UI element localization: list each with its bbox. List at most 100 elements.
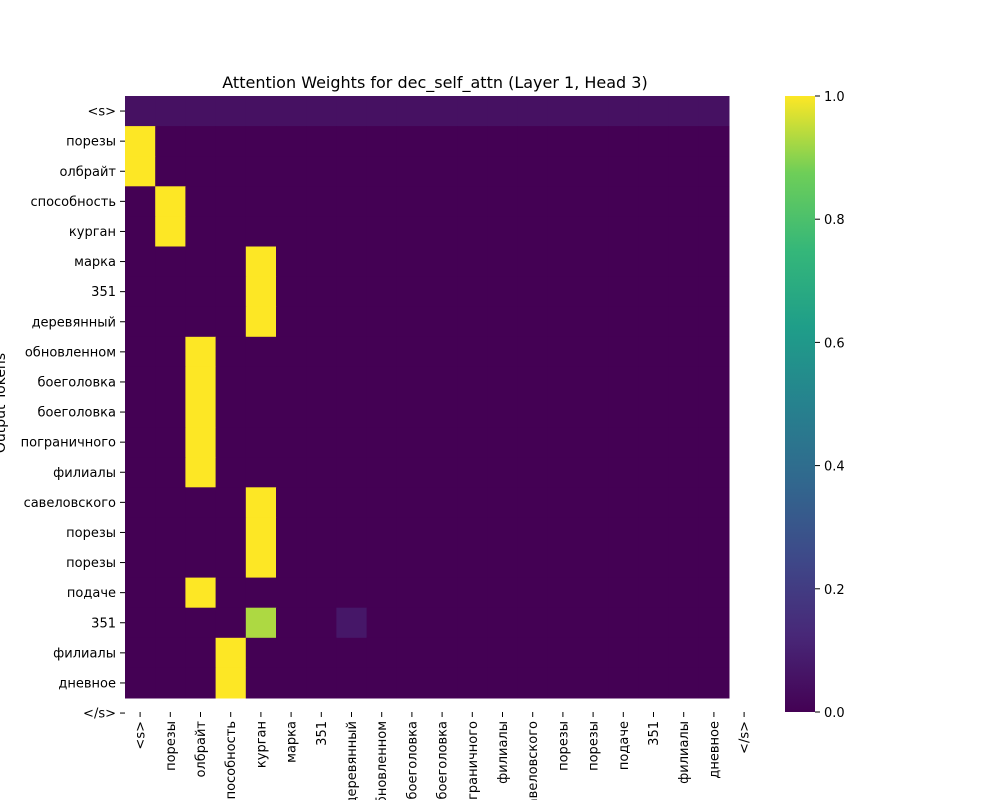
heatmap-cell <box>215 246 247 278</box>
heatmap-cell <box>547 336 579 368</box>
heatmap-cell <box>336 487 368 518</box>
colorbar-tick-label: 0.4 <box>824 460 845 475</box>
heatmap-cell <box>155 186 186 217</box>
heatmap-cell <box>547 216 579 247</box>
heatmap-cell <box>668 637 700 669</box>
heatmap-cell <box>276 306 307 338</box>
heatmap-cell <box>366 156 398 187</box>
heatmap-cell <box>185 186 217 217</box>
heatmap-cell <box>336 397 368 428</box>
heatmap-cell <box>155 96 186 127</box>
x-tick-label: курган <box>254 721 269 768</box>
heatmap-cell <box>668 607 700 639</box>
heatmap-cell <box>306 427 337 458</box>
heatmap-cell <box>668 427 700 458</box>
heatmap-cell <box>125 487 156 518</box>
heatmap-cell <box>276 366 307 398</box>
heatmap-cell <box>125 276 156 308</box>
heatmap-cell <box>698 427 730 458</box>
x-tick-label: дневное <box>707 721 722 779</box>
heatmap-cell <box>547 517 579 548</box>
heatmap-cell <box>698 637 730 669</box>
heatmap-cell <box>638 397 670 428</box>
heatmap-cell <box>698 366 730 398</box>
heatmap-cell <box>125 216 156 247</box>
heatmap-cell <box>668 156 700 187</box>
heatmap-cell <box>125 607 156 639</box>
heatmap-cell <box>517 607 549 639</box>
heatmap-cell <box>698 547 730 579</box>
heatmap-cell <box>336 517 368 548</box>
heatmap-cell <box>547 547 579 579</box>
heatmap-cell <box>698 667 730 699</box>
heatmap-cell <box>396 517 428 548</box>
heatmap-cell <box>487 547 519 579</box>
heatmap-cell <box>185 336 217 368</box>
heatmap-cell <box>125 427 156 458</box>
heatmap-cell <box>396 427 428 458</box>
heatmap-cell <box>336 216 368 247</box>
y-tick-label: обновленном <box>25 345 116 360</box>
colorbar-tick-label: 1.0 <box>824 90 845 105</box>
heatmap-cell <box>185 126 217 157</box>
heatmap-cell <box>276 547 307 579</box>
heatmap-cell <box>366 336 398 368</box>
heatmap-cell <box>215 96 247 127</box>
heatmap-cell <box>366 126 398 157</box>
heatmap-cell <box>698 156 730 187</box>
heatmap-cell <box>306 306 337 338</box>
heatmap-cell <box>457 126 488 157</box>
heatmap-cell <box>336 637 368 669</box>
heatmap-cell <box>396 577 428 609</box>
heatmap-cell <box>668 276 700 308</box>
heatmap-cell <box>698 457 730 488</box>
heatmap-cell <box>487 366 519 398</box>
heatmap-cell <box>457 397 488 428</box>
heatmap-cell <box>155 216 186 247</box>
heatmap-cell <box>306 607 337 639</box>
heatmap-cell <box>125 336 156 368</box>
heatmap-cell <box>276 577 307 609</box>
heatmap-cell <box>155 126 186 157</box>
heatmap-cell <box>668 306 700 338</box>
x-tick-label: филиалы <box>496 721 511 784</box>
heatmap-cell <box>125 306 156 338</box>
x-tick-label: деревянный <box>345 721 360 800</box>
heatmap-cell <box>215 427 247 458</box>
heatmap-cell <box>638 366 670 398</box>
y-tick-label: курган <box>69 225 116 240</box>
heatmap-cell <box>457 366 488 398</box>
heatmap-cell <box>306 577 337 609</box>
heatmap-cell <box>396 336 428 368</box>
heatmap-cell <box>215 547 247 579</box>
heatmap-cell <box>245 397 277 428</box>
heatmap-cell <box>578 306 609 338</box>
heatmap-cell <box>638 667 670 699</box>
heatmap-cell <box>517 126 549 157</box>
heatmap-cell <box>245 427 277 458</box>
heatmap-cell <box>457 607 488 639</box>
heatmap-cell <box>547 246 579 278</box>
heatmap-cell <box>125 366 156 398</box>
heatmap-cell <box>185 397 217 428</box>
heatmap-cell <box>547 306 579 338</box>
x-tick-label: савеловского <box>526 721 541 800</box>
heatmap-cell <box>396 607 428 639</box>
heatmap-cell <box>578 186 609 217</box>
y-axis-label: Output Tokens <box>0 353 9 453</box>
heatmap-cell <box>427 547 458 579</box>
heatmap-cell <box>608 126 639 157</box>
heatmap-cell <box>125 547 156 579</box>
heatmap-cell <box>366 637 398 669</box>
heatmap-cell <box>427 186 458 217</box>
heatmap-cell <box>306 517 337 548</box>
heatmap-cell <box>155 427 186 458</box>
heatmap-cell <box>306 336 337 368</box>
heatmap-cell <box>215 186 247 217</box>
colorbar-tick-label: 0.6 <box>824 336 845 351</box>
heatmap-cell <box>396 96 428 127</box>
heatmap-cell <box>608 96 639 127</box>
heatmap-cell <box>125 186 156 217</box>
heatmap-cell <box>276 487 307 518</box>
heatmap-cell <box>457 637 488 669</box>
